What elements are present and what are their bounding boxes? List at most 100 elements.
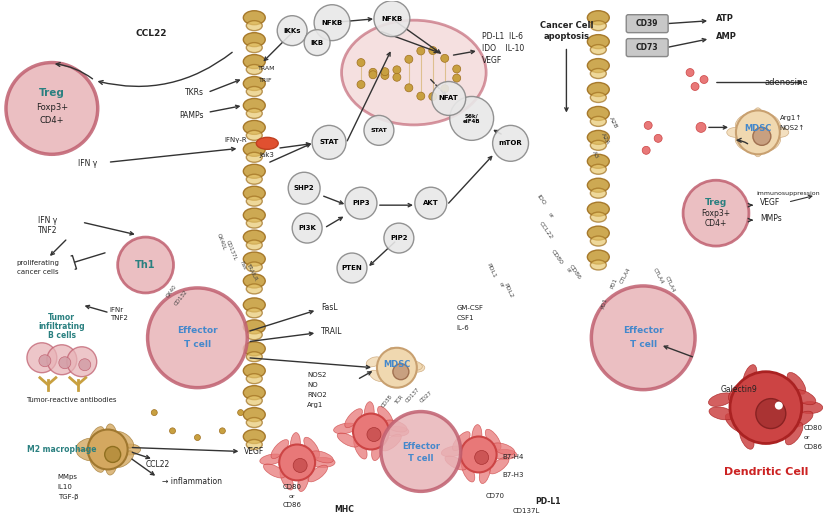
Circle shape: [417, 47, 425, 55]
Text: TCR: TCR: [394, 394, 404, 406]
Circle shape: [314, 5, 350, 41]
Text: S6k/
eIF4B: S6k/ eIF4B: [463, 113, 480, 124]
Ellipse shape: [247, 439, 262, 449]
Text: apoptosis: apoptosis: [544, 32, 589, 41]
Circle shape: [87, 430, 128, 469]
Ellipse shape: [472, 425, 482, 448]
Ellipse shape: [400, 369, 412, 383]
Text: CCL22: CCL22: [145, 460, 170, 469]
Text: Th1: Th1: [135, 260, 156, 270]
Text: CD70: CD70: [486, 493, 505, 499]
Ellipse shape: [709, 393, 733, 407]
Text: adenosine: adenosine: [764, 78, 808, 87]
Circle shape: [353, 413, 389, 449]
Text: PD-L1  IL-6: PD-L1 IL-6: [482, 32, 523, 41]
Circle shape: [381, 412, 460, 492]
Ellipse shape: [247, 308, 262, 318]
Ellipse shape: [77, 438, 97, 451]
FancyBboxPatch shape: [626, 15, 668, 33]
Circle shape: [736, 110, 780, 154]
Ellipse shape: [591, 140, 606, 150]
Ellipse shape: [354, 437, 367, 459]
Text: or: or: [547, 211, 554, 219]
Circle shape: [381, 68, 389, 76]
Circle shape: [304, 30, 330, 55]
Ellipse shape: [106, 454, 117, 475]
Ellipse shape: [385, 427, 409, 437]
Ellipse shape: [243, 342, 266, 356]
Circle shape: [345, 187, 377, 219]
Circle shape: [405, 84, 412, 92]
Ellipse shape: [753, 108, 763, 126]
Ellipse shape: [247, 352, 262, 362]
Text: CSF1: CSF1: [457, 315, 474, 321]
Text: NOS2: NOS2: [307, 372, 327, 378]
Text: IDO    IL-10: IDO IL-10: [482, 44, 524, 53]
Ellipse shape: [342, 20, 486, 125]
Text: TRAIL: TRAIL: [321, 327, 342, 336]
Circle shape: [288, 172, 320, 204]
Ellipse shape: [381, 434, 401, 451]
Ellipse shape: [587, 82, 610, 97]
Ellipse shape: [247, 262, 262, 272]
Ellipse shape: [247, 152, 262, 162]
Text: PAMPs: PAMPs: [179, 111, 204, 120]
Text: CD137L: CD137L: [225, 239, 238, 261]
Ellipse shape: [247, 395, 262, 406]
Ellipse shape: [389, 372, 398, 388]
Ellipse shape: [243, 11, 266, 25]
Ellipse shape: [304, 437, 319, 458]
Ellipse shape: [591, 188, 606, 198]
Text: → inflammation: → inflammation: [162, 477, 222, 486]
Circle shape: [59, 357, 71, 369]
Text: FasL: FasL: [321, 304, 337, 313]
Circle shape: [337, 253, 367, 283]
Ellipse shape: [479, 460, 491, 484]
Text: RNO2: RNO2: [307, 392, 327, 398]
Text: Effector: Effector: [177, 326, 218, 335]
Text: PTEN: PTEN: [342, 265, 362, 271]
Circle shape: [357, 80, 365, 89]
Text: Dendritic Cell: Dendritic Cell: [724, 467, 808, 477]
Ellipse shape: [591, 92, 606, 102]
Text: TRAILR: TRAILR: [245, 262, 257, 281]
Text: MMPs: MMPs: [760, 214, 781, 223]
Circle shape: [415, 187, 447, 219]
Circle shape: [393, 73, 401, 81]
Ellipse shape: [311, 457, 335, 467]
Text: A3: A3: [592, 150, 600, 160]
Ellipse shape: [243, 208, 266, 222]
Circle shape: [441, 54, 449, 62]
Text: IL10: IL10: [58, 484, 73, 491]
Text: PD1: PD1: [610, 277, 619, 289]
Ellipse shape: [587, 59, 610, 72]
Ellipse shape: [785, 422, 803, 445]
Ellipse shape: [709, 407, 734, 420]
Text: CD80: CD80: [549, 249, 563, 266]
Text: A2A: A2A: [600, 131, 610, 145]
Circle shape: [696, 122, 706, 133]
Text: B cells: B cells: [48, 331, 76, 341]
Ellipse shape: [337, 433, 359, 447]
Text: NOS2↑: NOS2↑: [780, 125, 805, 131]
Ellipse shape: [766, 115, 780, 129]
Text: T cell: T cell: [408, 454, 434, 463]
Text: NFKB: NFKB: [322, 20, 342, 26]
Circle shape: [405, 55, 412, 63]
Ellipse shape: [725, 413, 747, 432]
Text: VEGF: VEGF: [760, 197, 780, 206]
Text: PIP2: PIP2: [390, 235, 408, 241]
Text: AMP: AMP: [716, 32, 737, 41]
Ellipse shape: [587, 178, 610, 192]
Ellipse shape: [247, 284, 262, 294]
Ellipse shape: [378, 407, 394, 427]
Text: CD86: CD86: [568, 264, 582, 281]
Ellipse shape: [247, 418, 262, 428]
Circle shape: [441, 85, 449, 93]
Text: Effector: Effector: [402, 442, 440, 451]
Ellipse shape: [247, 240, 262, 250]
Circle shape: [592, 286, 695, 390]
Ellipse shape: [366, 357, 381, 367]
Circle shape: [753, 127, 771, 145]
Circle shape: [195, 435, 200, 440]
